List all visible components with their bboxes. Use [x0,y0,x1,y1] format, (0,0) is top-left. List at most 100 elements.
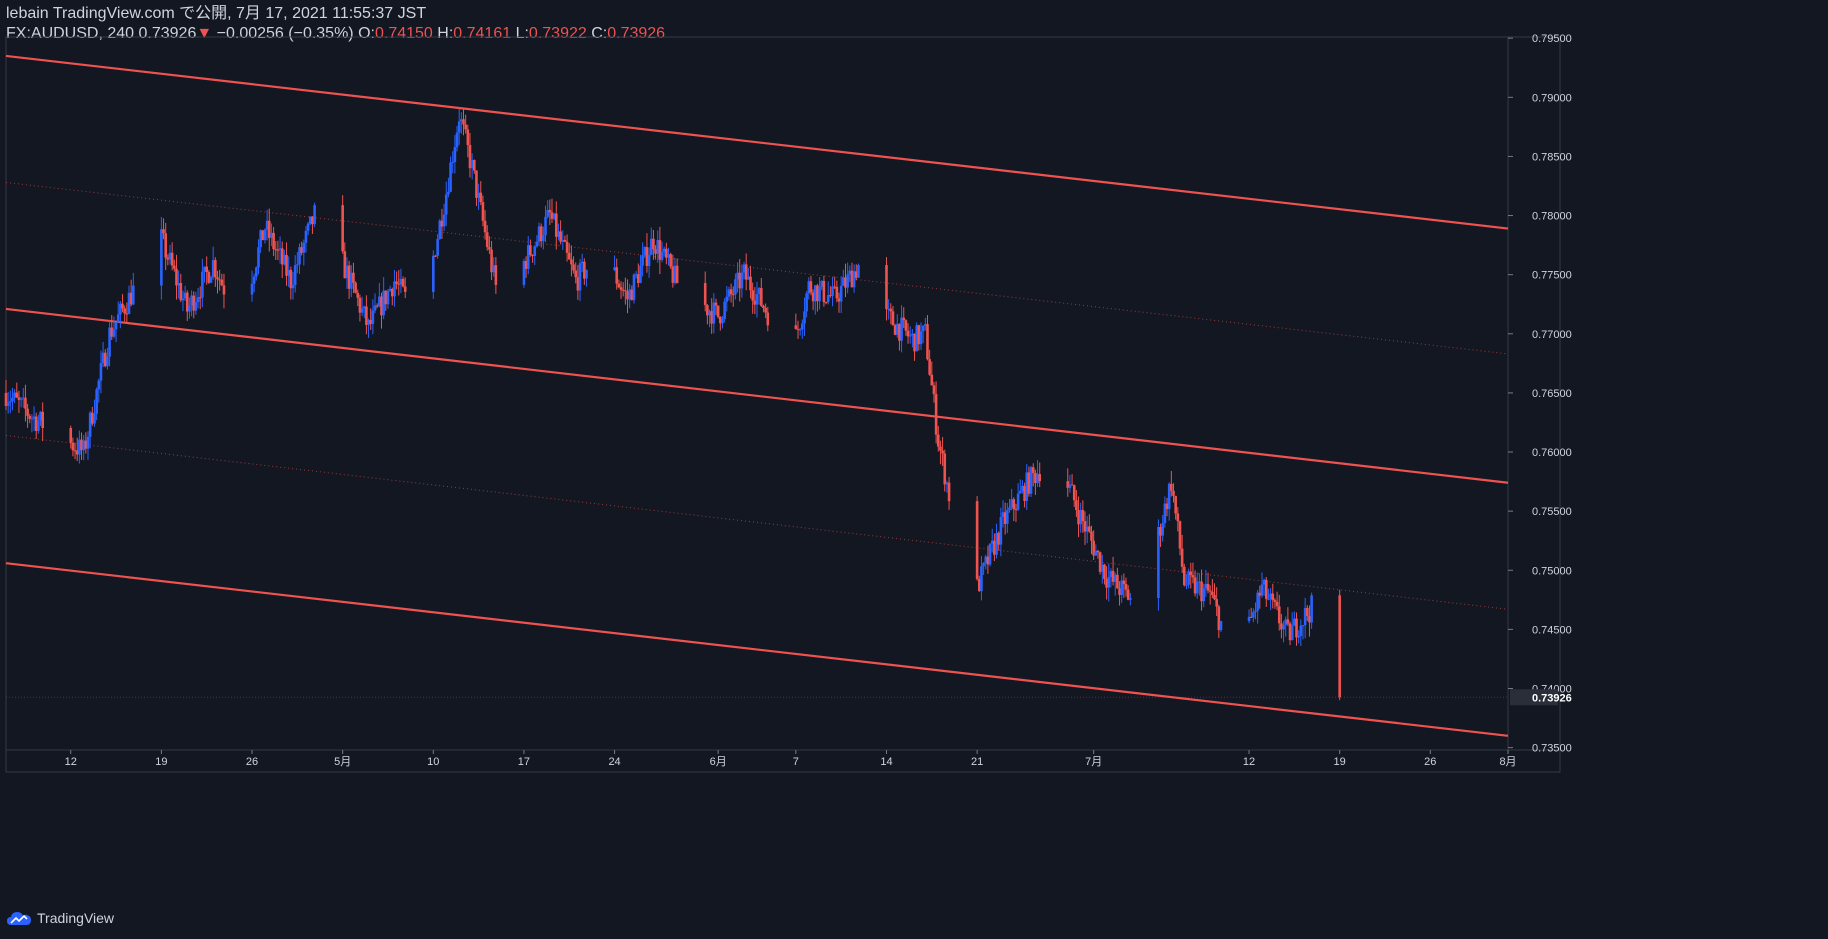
candle[interactable] [835,280,839,303]
channel-lines[interactable] [5,54,1509,737]
candle[interactable] [300,241,303,256]
candle[interactable] [1185,573,1188,590]
candle[interactable] [1288,621,1292,646]
candle[interactable] [557,223,560,241]
candle[interactable] [542,226,545,250]
candle[interactable] [615,258,619,290]
candle[interactable] [561,230,565,250]
candle[interactable] [803,297,806,337]
candle[interactable] [522,258,526,288]
candle[interactable] [574,262,578,284]
candle[interactable] [986,545,990,574]
candle[interactable] [723,298,726,323]
candle[interactable] [205,256,208,285]
candle[interactable] [531,254,534,263]
candle[interactable] [13,389,16,404]
candle[interactable] [639,254,642,284]
candle[interactable] [1277,594,1281,631]
candle[interactable] [345,257,349,289]
candle[interactable] [1096,549,1100,559]
candle[interactable] [993,533,996,562]
candle[interactable] [95,387,98,421]
candle[interactable] [455,126,459,152]
candle[interactable] [214,257,217,287]
candle[interactable] [904,319,908,336]
candle[interactable] [114,322,118,343]
candle[interactable] [468,133,472,178]
candle[interactable] [1308,605,1311,637]
candle[interactable] [921,325,925,344]
candle[interactable] [846,262,849,294]
candle[interactable] [984,554,988,570]
candle[interactable] [529,239,532,257]
candle[interactable] [826,281,830,305]
candle[interactable] [1036,460,1039,487]
candle[interactable] [1206,572,1210,594]
candle[interactable] [15,382,19,399]
candle[interactable] [995,523,998,559]
candle[interactable] [1157,519,1160,611]
candle[interactable] [78,430,81,464]
candle[interactable] [1159,523,1162,547]
candle[interactable] [93,399,96,427]
candle[interactable] [196,287,200,309]
candle[interactable] [1176,506,1180,532]
candle[interactable] [349,264,353,298]
candle[interactable] [358,294,362,322]
candle[interactable] [343,242,347,279]
candle[interactable] [170,242,174,271]
candle[interactable] [913,333,916,361]
candle[interactable] [73,442,77,460]
candle[interactable] [1088,514,1091,533]
candle[interactable] [749,265,752,299]
candle[interactable] [121,294,124,313]
candle[interactable] [889,303,893,325]
candle[interactable] [207,270,211,284]
candle[interactable] [947,476,951,510]
candle[interactable] [906,323,910,344]
candle[interactable] [766,306,770,332]
candle[interactable] [1208,585,1212,605]
candle[interactable] [188,297,191,319]
candle[interactable] [209,275,213,283]
candle[interactable] [1297,630,1300,644]
candle[interactable] [1264,576,1268,607]
tradingview-logo[interactable]: TradingView [6,910,114,926]
candle[interactable] [255,266,258,281]
candle[interactable] [645,233,649,273]
candle[interactable] [524,256,528,278]
candle[interactable] [753,287,757,315]
candle[interactable] [1003,502,1007,535]
candle[interactable] [447,177,450,198]
candle[interactable] [444,181,448,226]
candle[interactable] [365,295,368,335]
candle[interactable] [449,156,452,193]
candle[interactable] [21,387,25,408]
candle[interactable] [1215,587,1218,616]
candle[interactable] [1200,569,1203,611]
candle[interactable] [1290,612,1294,641]
candle[interactable] [177,270,180,299]
candle[interactable] [613,255,616,272]
candle[interactable] [895,314,899,338]
candle[interactable] [26,403,29,428]
candle[interactable] [1275,591,1279,611]
candle[interactable] [69,425,73,449]
candle[interactable] [1284,616,1288,637]
candle[interactable] [1006,502,1009,534]
candle[interactable] [99,350,103,394]
candle[interactable] [706,304,709,325]
candle[interactable] [729,283,733,303]
candle[interactable] [928,349,931,376]
candle[interactable] [1174,495,1177,520]
candle[interactable] [893,323,897,336]
candle[interactable] [369,308,373,330]
candle[interactable] [6,392,10,414]
candle[interactable] [990,528,994,553]
candle[interactable] [578,258,582,302]
candle[interactable] [563,235,567,243]
candle[interactable] [662,246,666,257]
candle[interactable] [988,543,992,567]
candle[interactable] [1256,590,1259,624]
candle[interactable] [818,277,821,310]
